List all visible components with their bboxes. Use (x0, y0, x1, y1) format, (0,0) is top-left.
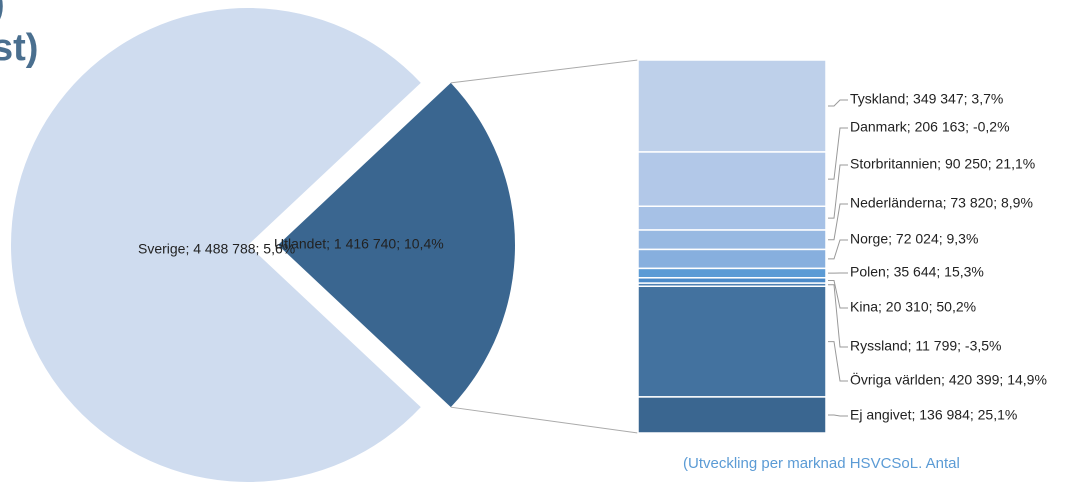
bar-segment (637, 229, 827, 251)
pie-slice (278, 82, 515, 408)
leader-line (828, 99, 848, 107)
bar-label: Nederländerna; 73 820; 8,9% (850, 195, 1033, 211)
bar-segment (637, 205, 827, 231)
leader-line (828, 279, 848, 309)
bar-label: Polen; 35 644; 15,3% (850, 264, 984, 280)
bar-segment (637, 285, 827, 398)
bar-label: Ryssland; 11 799; -3,5% (850, 338, 1002, 354)
bar-label: Norge; 72 024; 9,3% (850, 231, 978, 247)
leader-line (828, 341, 848, 382)
leader-line (828, 203, 848, 241)
bar-segment (637, 277, 827, 284)
pie-slice (11, 8, 421, 482)
connector (450, 406, 639, 434)
title-fragment: ) (0, 0, 5, 25)
bar-label: Danmark; 206 163; -0,2% (850, 119, 1010, 135)
leader-line (828, 239, 848, 260)
bar-segment (637, 59, 827, 153)
bar-label: Ej angivet; 136 984; 25,1% (850, 407, 1017, 423)
connector (450, 59, 639, 84)
slice-label: Utlandet; 1 416 740; 10,4% (274, 236, 444, 252)
slice-label: Sverige; 4 488 788; 5,6% (138, 241, 295, 257)
leader-line (828, 414, 848, 417)
leader-line (828, 164, 848, 219)
leader-line (828, 284, 848, 348)
bar-segment (637, 248, 827, 270)
title-fragment: st) (0, 27, 38, 69)
note: (Utveckling per marknad HSVCSoL. Antal (683, 455, 960, 472)
leader-line (828, 127, 848, 180)
bar-label: Kina; 20 310; 50,2% (850, 299, 976, 315)
bar-label: Övriga världen; 420 399; 14,9% (850, 371, 1047, 388)
bar-label: Storbritannien; 90 250; 21,1% (850, 156, 1035, 172)
bar-segment (637, 267, 827, 279)
bar-segment (637, 151, 827, 208)
bar-label: Tyskland; 349 347; 3,7% (850, 91, 1003, 107)
bar-segment (637, 396, 827, 434)
